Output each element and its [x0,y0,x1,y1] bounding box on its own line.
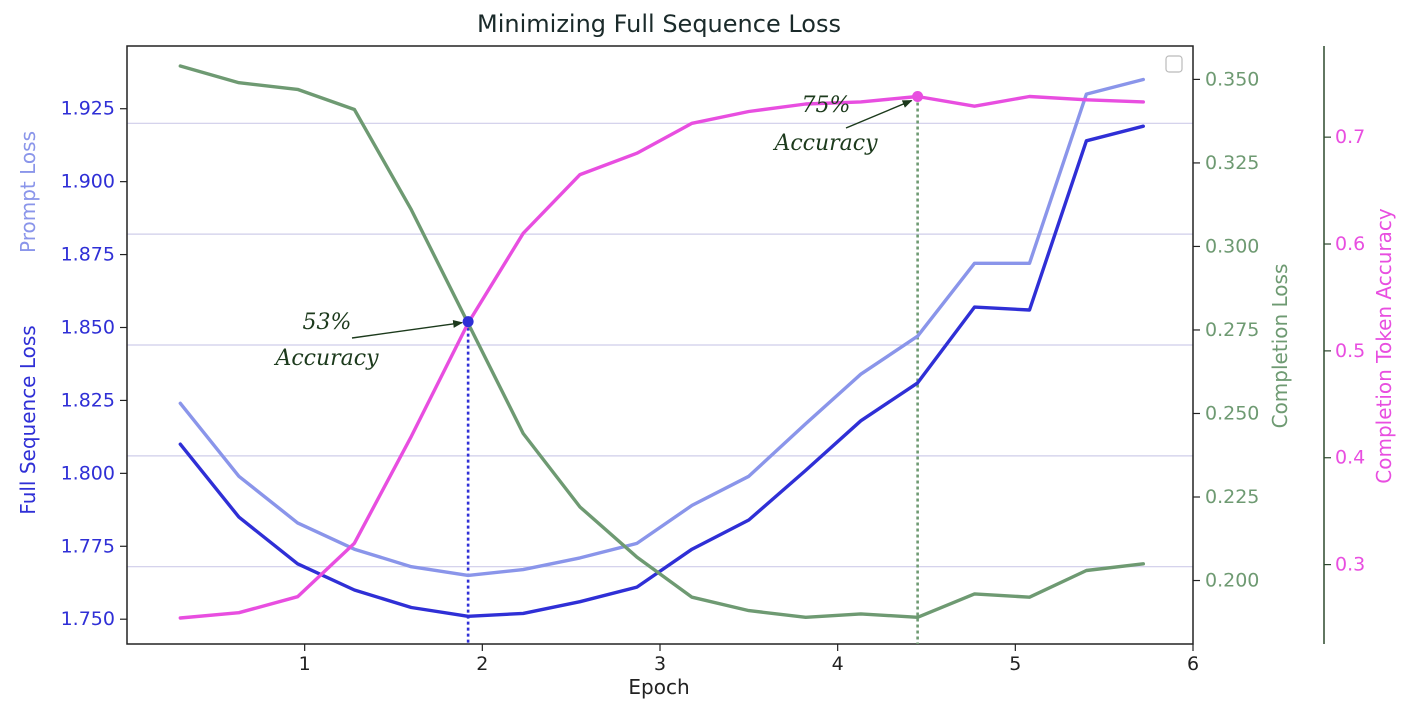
accuracy-tick-label: 0.3 [1335,554,1365,576]
x-axis-label: Epoch [628,675,689,699]
left-tick-label: 1.900 [61,171,115,193]
completion-loss-tick-label: 0.300 [1205,235,1259,257]
legend-box [1165,55,1183,73]
left-tick-label: 1.875 [61,244,115,266]
completion-loss-tick-label: 0.275 [1205,319,1259,341]
chart-title: Minimizing Full Sequence Loss [477,10,841,38]
annotation-marker [462,316,474,328]
annotation-arrow [845,99,913,129]
full-sequence-loss-line [178,124,1146,618]
x-tick-label: 3 [654,653,666,675]
prompt-loss-line [178,77,1146,578]
completion-token-accuracy-line [178,94,1146,620]
series-lines [178,64,1146,620]
marker-lines [466,96,919,644]
annotation-label: Accuracy [772,131,878,156]
prompt-loss-axis-label: Prompt Loss [16,131,40,253]
annotation-marker [912,91,924,103]
annotation-value: 75% [802,93,851,118]
full-sequence-loss-axis-label: Full Sequence Loss [16,325,40,514]
annotation-arrow [351,319,464,339]
completion-loss-line [178,64,1146,619]
tick-layer: 1 2 3 4 5 6 1.750 1.775 1.800 1.825 1.850 1.875 1.90… [61,68,1366,675]
accuracy-tick-label: 0.7 [1335,126,1365,148]
horizontal-guides [127,122,1193,568]
left-tick-label: 1.825 [61,389,115,411]
accuracy-tick-label: 0.4 [1335,447,1365,469]
left-tick-label: 1.800 [61,462,115,484]
completion-loss-tick-label: 0.250 [1205,402,1259,424]
completion-loss-tick-label: 0.325 [1205,152,1259,174]
accuracy-tick-label: 0.6 [1335,233,1365,255]
x-tick-label: 5 [1009,653,1021,675]
completion-token-accuracy-axis-label: Completion Token Accuracy [1372,208,1396,484]
completion-loss-axis-label: Completion Loss [1268,264,1292,429]
annotation-label: Accuracy [273,346,379,371]
x-tick-label: 6 [1187,653,1199,675]
annotations: 53% Accuracy 75% Accuracy [273,91,924,371]
completion-loss-tick-label: 0.350 [1205,68,1259,90]
completion-loss-tick-label: 0.200 [1205,570,1259,592]
completion-loss-tick-label: 0.225 [1205,486,1259,508]
left-tick-label: 1.750 [61,608,115,630]
x-tick-label: 1 [299,653,311,675]
accuracy-tick-label: 0.5 [1335,340,1365,362]
x-tick-label: 2 [476,653,488,675]
left-tick-label: 1.850 [61,316,115,338]
left-tick-label: 1.775 [61,535,115,557]
left-tick-label: 1.925 [61,98,115,120]
annotation-value: 53% [303,310,352,335]
x-tick-label: 4 [832,653,844,675]
